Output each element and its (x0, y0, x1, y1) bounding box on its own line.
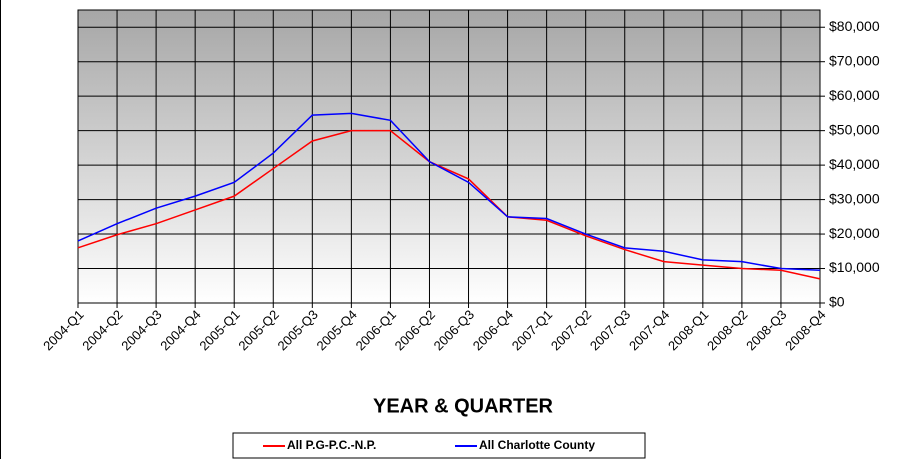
y-tick-label: $30,000 (829, 190, 880, 206)
y-tick-label: $70,000 (829, 52, 880, 68)
legend-items: All P.G-P.C.-N.P. All Charlotte County (263, 438, 595, 452)
x-tick-label: 2008-Q1 (665, 307, 711, 353)
x-tick-label: 2007-Q4 (626, 307, 672, 353)
y-tick-label: $50,000 (829, 121, 880, 137)
x-axis-title: YEAR & QUARTER (373, 395, 554, 417)
lines (77, 112, 821, 280)
x-tick-label: 2005-Q4 (314, 307, 360, 353)
x-tick-label: 2006-Q1 (353, 307, 399, 353)
x-tick-label: 2008-Q3 (743, 307, 789, 353)
y-tick-label: $0 (829, 294, 845, 310)
plot-area (77, 9, 821, 304)
x-tick-label: 2006-Q3 (431, 307, 477, 353)
y-tick-label: $10,000 (829, 259, 880, 275)
x-tick-label: 2008-Q4 (782, 307, 828, 353)
x-tick-label: 2007-Q1 (509, 307, 555, 353)
x-tick-label: 2005-Q1 (196, 307, 242, 353)
x-tick-label: 2004-Q1 (40, 307, 86, 353)
x-tick-label: 2004-Q3 (118, 307, 164, 353)
y-tick-label: $60,000 (829, 87, 880, 103)
x-tick-label: 2004-Q4 (157, 307, 203, 353)
x-tick-label: 2006-Q2 (392, 307, 438, 353)
y-tick-label: $80,000 (829, 18, 880, 34)
legend (232, 432, 646, 459)
x-tick-label: 2004-Q2 (79, 307, 125, 353)
legend-label: All P.G-P.C.-N.P. (287, 438, 376, 452)
grid (77, 10, 825, 308)
y-tick-label: $40,000 (829, 156, 880, 172)
series-line (77, 129, 821, 280)
series-line (77, 112, 821, 272)
x-tick-label: 2006-Q4 (470, 307, 516, 353)
y-tick-label: $20,000 (829, 225, 880, 241)
x-tick-label: 2005-Q2 (235, 307, 281, 353)
x-tick-label: 2008-Q2 (704, 307, 750, 353)
x-tick-label: 2005-Q3 (274, 307, 320, 353)
x-tick-label: 2007-Q2 (548, 307, 594, 353)
x-tick-label: 2007-Q3 (587, 307, 633, 353)
legend-label: All Charlotte County (479, 438, 595, 452)
